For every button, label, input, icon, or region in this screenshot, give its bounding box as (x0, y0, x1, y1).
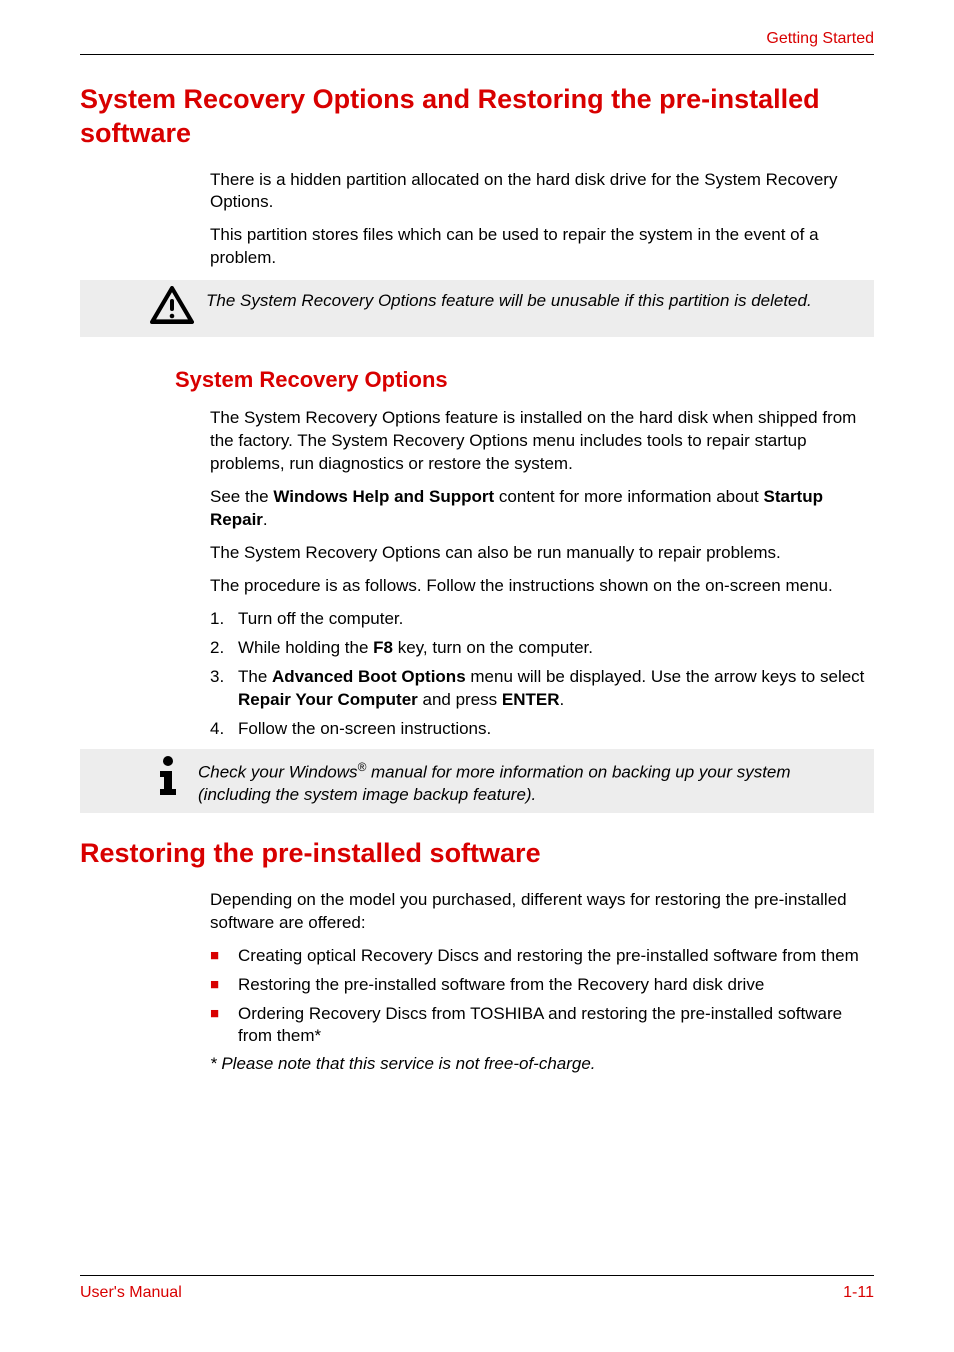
sro-para-4: The procedure is as follows. Follow the … (210, 575, 874, 598)
info-i-icon (150, 755, 186, 802)
page-footer: User's Manual 1-11 (80, 1275, 874, 1302)
intro-para-1: There is a hidden partition allocated on… (210, 169, 874, 215)
page-header: Getting Started (80, 30, 874, 55)
sro-p2-pre: See the (210, 487, 273, 506)
bullet-2: Restoring the pre-installed software fro… (210, 974, 874, 997)
steps-list: 1.Turn off the computer. 2.While holding… (210, 608, 874, 741)
warning-text: The System Recovery Options feature will… (206, 286, 812, 313)
bullet-3: Ordering Recovery Discs from TOSHIBA and… (210, 1003, 874, 1049)
sro-p2-post: . (263, 510, 268, 529)
intro-para-2: This partition stores files which can be… (210, 224, 874, 270)
step-3-mid2: and press (418, 690, 502, 709)
step-2-b: F8 (373, 638, 393, 657)
warning-triangle-icon (150, 286, 194, 331)
step-4: 4.Follow the on-screen instructions. (210, 718, 874, 741)
sro-para-1: The System Recovery Options feature is i… (210, 407, 874, 476)
bullet-3-text: Ordering Recovery Discs from TOSHIBA and… (238, 1004, 842, 1046)
step-4-text: Follow the on-screen instructions. (238, 719, 491, 738)
step-3-post: . (560, 690, 565, 709)
heading-1-restoring: Restoring the pre-installed software (80, 837, 874, 871)
sro-p2-mid: content for more information about (494, 487, 763, 506)
restoring-intro: Depending on the model you purchased, di… (210, 889, 874, 935)
bullet-1-text: Creating optical Recovery Discs and rest… (238, 946, 859, 965)
footer-right: 1-11 (843, 1284, 874, 1302)
step-3-b3: ENTER (502, 690, 560, 709)
step-3-mid: menu will be displayed. Use the arrow ke… (466, 667, 865, 686)
footer-left: User's Manual (80, 1284, 182, 1302)
restoring-footnote: * Please note that this service is not f… (210, 1054, 874, 1074)
heading-2-sro: System Recovery Options (175, 367, 874, 393)
sro-para-2: See the Windows Help and Support content… (210, 486, 874, 532)
sro-para-3: The System Recovery Options can also be … (210, 542, 874, 565)
step-1: 1.Turn off the computer. (210, 608, 874, 631)
step-3-b2: Repair Your Computer (238, 690, 418, 709)
info-pre: Check your Windows (198, 762, 358, 781)
info-callout: Check your Windows® manual for more info… (80, 749, 874, 814)
step-3: 3.The Advanced Boot Options menu will be… (210, 666, 874, 712)
section-name: Getting Started (766, 30, 874, 47)
sro-p2-b1: Windows Help and Support (273, 487, 494, 506)
heading-1-system-recovery: System Recovery Options and Restoring th… (80, 83, 874, 151)
info-text: Check your Windows® manual for more info… (198, 755, 864, 808)
warning-callout: The System Recovery Options feature will… (80, 280, 874, 337)
bullet-1: Creating optical Recovery Discs and rest… (210, 945, 874, 968)
step-2-post: key, turn on the computer. (393, 638, 593, 657)
step-2-pre: While holding the (238, 638, 373, 657)
info-sup: ® (358, 760, 367, 774)
step-1-text: Turn off the computer. (238, 609, 403, 628)
step-2: 2.While holding the F8 key, turn on the … (210, 637, 874, 660)
restoring-bullets: Creating optical Recovery Discs and rest… (210, 945, 874, 1049)
bullet-2-text: Restoring the pre-installed software fro… (238, 975, 764, 994)
step-3-pre: The (238, 667, 272, 686)
step-3-b1: Advanced Boot Options (272, 667, 466, 686)
